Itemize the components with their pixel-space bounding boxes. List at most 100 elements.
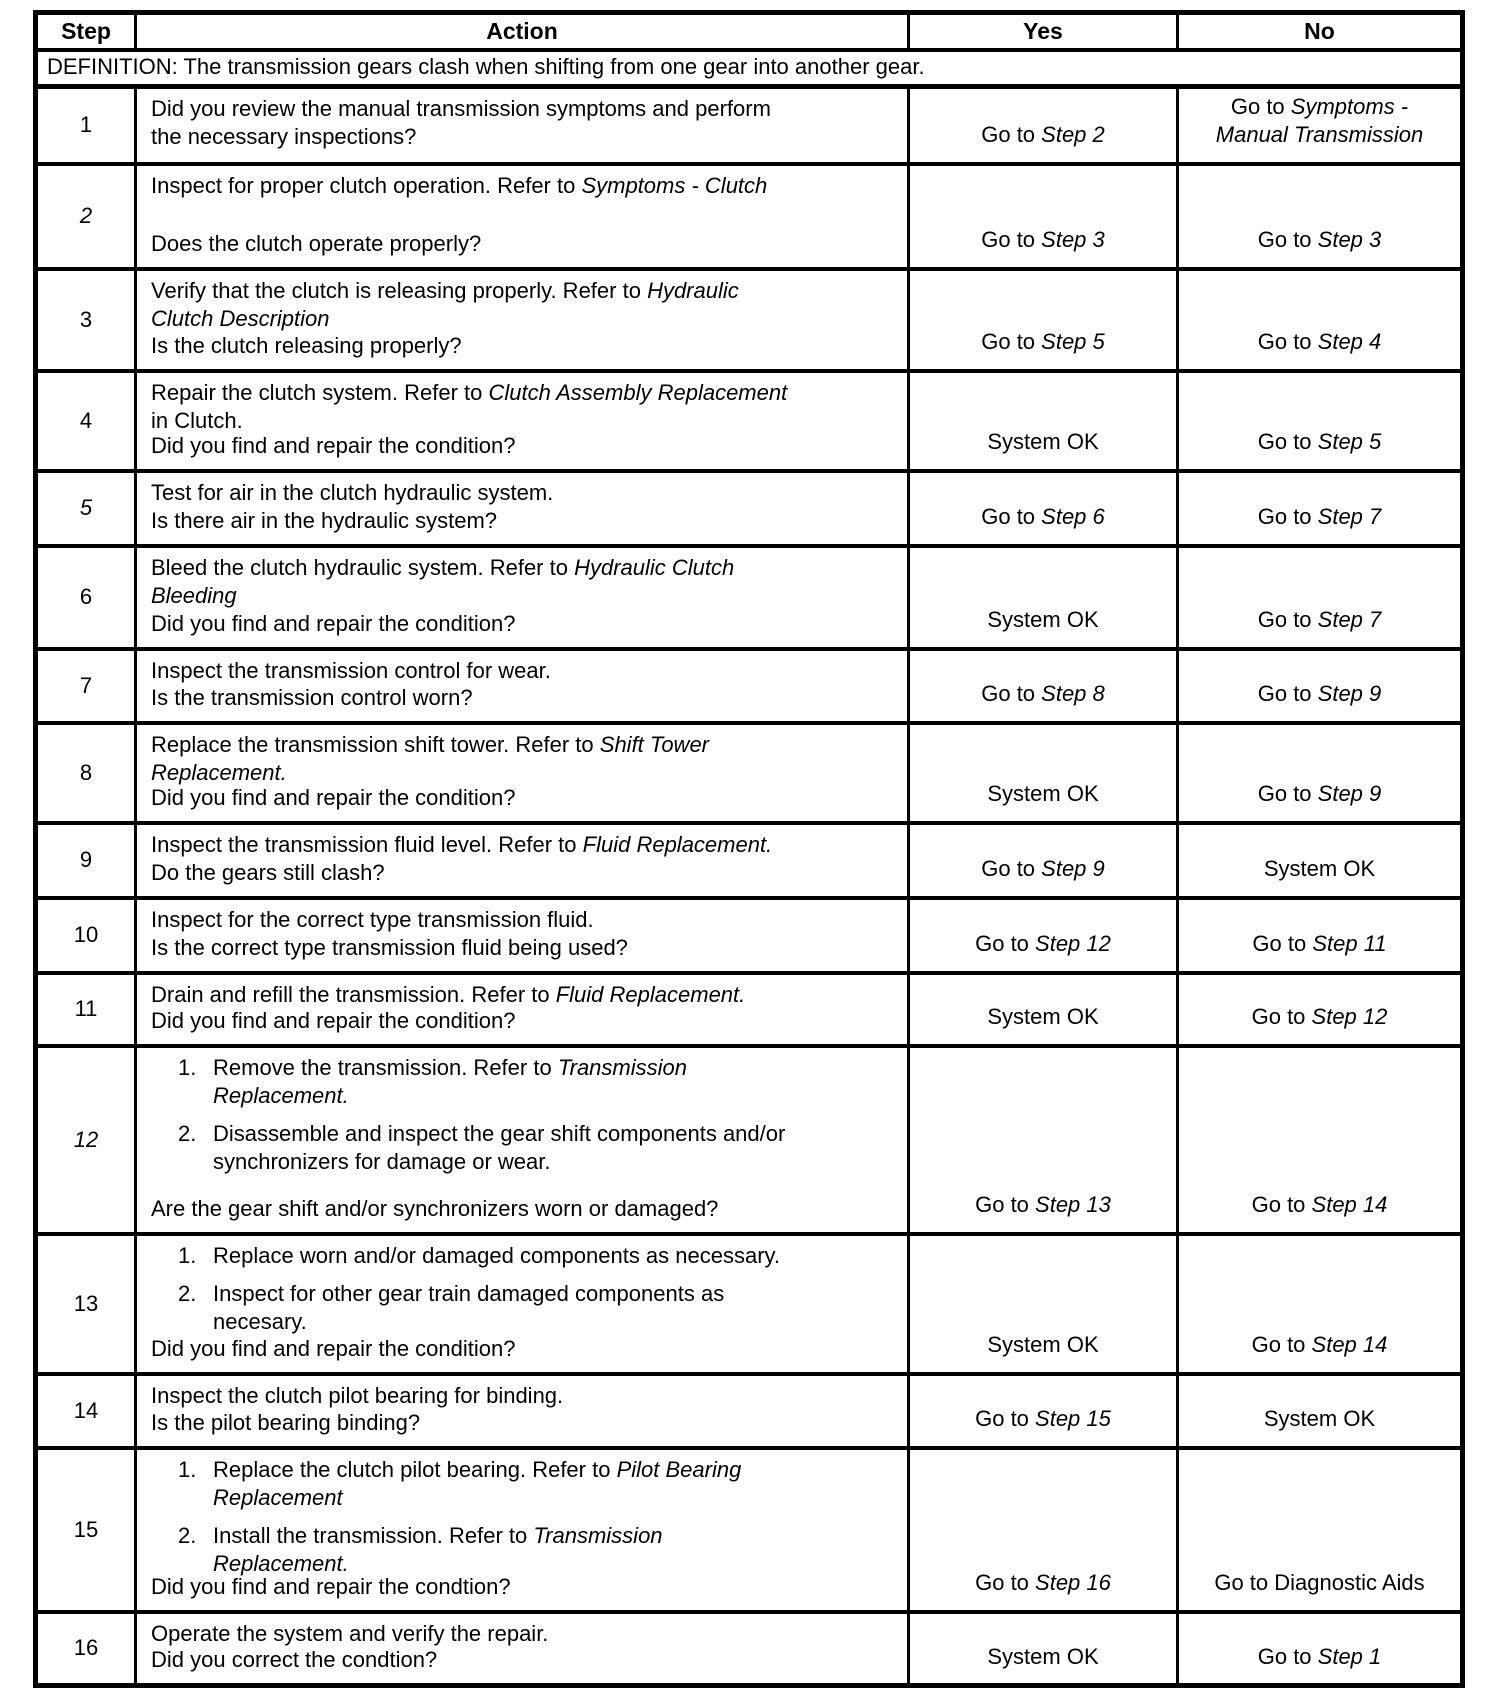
text: Verify that the clutch is releasing prop… [151, 277, 648, 303]
action-cell: Inspect the transmission control for wea… [134, 646, 910, 725]
text: synchronizers for damage or wear. [213, 1149, 551, 1175]
action-cell: Bleed the clutch hydraulic system. Refer… [134, 543, 910, 651]
action-question: Did you find and repair the condtion? [151, 1573, 897, 1601]
step-row: 13 1. Replace worn and/or damaged componen… [34, 1231, 1464, 1376]
action-list-item: 1. Replace the clutch pilot bearing. Refe… [151, 1456, 895, 1512]
text: Inspect the clutch pilot bearing for bin… [151, 1382, 564, 1408]
text: Does the clutch operate properly? [151, 230, 482, 256]
step-cell: 2 [34, 161, 137, 271]
italic-text: Pilot Bearing [616, 1456, 742, 1482]
step-cell: 3 [34, 266, 137, 373]
text: in Clutch. [151, 407, 243, 433]
italic-text: Replacement [213, 1484, 343, 1510]
step-row: 9 Inspect the transmission fluid level. R… [34, 820, 1464, 900]
action-question: Do the gears still clash? [151, 859, 897, 887]
action-question: Did you find and repair the condition? [151, 1007, 897, 1035]
step-row: 5 Test for air in the clutch hydraulic sy… [34, 468, 1464, 548]
header-row: Step Action Yes No [34, 10, 1464, 52]
text: Operate the system and verify the repair… [151, 1620, 549, 1646]
italic-text: Step 9 [1317, 781, 1382, 807]
text: Did you find and repair the condition? [151, 432, 516, 458]
action-list-item: 2. Disassemble and inspect the gear shift… [151, 1120, 895, 1176]
text: System OK [1263, 856, 1376, 882]
text: System OK [987, 1332, 1099, 1358]
no-cell: Go to Step 11 [1176, 895, 1464, 975]
italic-text: Step 13 [1035, 1192, 1111, 1218]
action-cell: Inspect for the correct type transmissio… [134, 895, 910, 975]
text: Is the clutch releasing properly? [151, 332, 462, 358]
text: Go to [981, 329, 1042, 355]
italic-text: Step 14 [1311, 1192, 1388, 1218]
italic-text: Step 9 [1041, 856, 1105, 882]
italic-text: Clutch Assembly Replacement [488, 379, 788, 405]
text: Go to [1257, 607, 1318, 633]
italic-text: Step 16 [1035, 1570, 1111, 1596]
text: Replace worn and/or damaged components a… [213, 1242, 781, 1268]
italic-text: Step 5 [1041, 329, 1105, 355]
step-row: 4 Repair the clutch system. Refer to Clut… [34, 368, 1464, 473]
text: Bleed the clutch hydraulic system. Refer… [151, 554, 575, 580]
italic-text: Step 7 [1317, 607, 1382, 633]
text: the necessary inspections? [151, 123, 417, 149]
italic-text: Step 4 [1317, 329, 1382, 355]
no-cell: Go to Step 3 [1176, 161, 1464, 271]
italic-text: Step 5 [1317, 429, 1382, 455]
no-cell: Go to Step 14 [1176, 1231, 1464, 1376]
italic-text: Step 15 [1035, 1406, 1111, 1432]
action-list-item: 2. Inspect for other gear train damaged c… [151, 1280, 895, 1336]
text: System OK [987, 781, 1099, 807]
no-cell: Go to Step 7 [1176, 543, 1464, 651]
step-cell: 15 [34, 1445, 137, 1614]
action-cell: Verify that the clutch is releasing prop… [134, 266, 910, 373]
list-number: 1. [178, 1456, 197, 1482]
action-question: Did you find and repair the condition? [151, 784, 897, 812]
action-question: Is there air in the hydraulic system? [151, 507, 897, 535]
yes-cell: Go to Step 13 [907, 1043, 1179, 1236]
step-cell: 10 [34, 895, 137, 975]
no-cell: System OK [1176, 1371, 1464, 1450]
text: Inspect for other gear train damaged com… [213, 1280, 725, 1306]
no-cell: Go to Step 9 [1176, 646, 1464, 725]
text: Go to [1251, 1332, 1312, 1358]
table-head: Step Action Yes No DEFINITION: The trans… [34, 10, 1464, 89]
text: System OK [1263, 1406, 1376, 1432]
text: Inspect the transmission control for wea… [151, 657, 551, 683]
action-text: Inspect for the correct type transmissio… [151, 906, 895, 934]
action-cell: Repair the clutch system. Refer to Clutc… [134, 368, 910, 473]
yes-cell: Go to Step 12 [907, 895, 1179, 975]
step-cell: 13 [34, 1231, 137, 1376]
list-text: Replace the clutch pilot bearing. Refer … [213, 1456, 895, 1512]
italic-text: Hydraulic Clutch [574, 554, 735, 580]
text: Go to [1257, 1643, 1318, 1669]
italic-text: Replacement. [213, 1551, 349, 1577]
action-text: Inspect for proper clutch operation. Ref… [151, 172, 895, 200]
no-cell: Go to Step 4 [1176, 266, 1464, 373]
italic-text: Bleeding [151, 582, 237, 608]
text: Is the transmission control worn? [151, 684, 473, 710]
action-text: Bleed the clutch hydraulic system. Refer… [151, 554, 895, 610]
italic-text: Step 8 [1041, 681, 1105, 707]
italic-text: Symptoms - [1290, 93, 1409, 119]
col-header-action: Action [134, 10, 910, 52]
step-cell: 12 [34, 1043, 137, 1236]
list-text: Inspect for other gear train damaged com… [213, 1280, 895, 1336]
action-question: Is the clutch releasing properly? [151, 332, 897, 360]
text: Go to [981, 856, 1042, 882]
action-text: Inspect the transmission control for wea… [151, 657, 895, 685]
text: Did you correct the condtion? [151, 1647, 438, 1673]
step-row: 2 Inspect for proper clutch operation. Re… [34, 161, 1464, 271]
action-question: Did you correct the condtion? [151, 1646, 897, 1674]
text: Did you find and repair the condtion? [151, 1573, 511, 1599]
step-cell: 1 [34, 84, 137, 166]
text: Go to [975, 1192, 1036, 1218]
text: Go to [975, 1570, 1036, 1596]
action-cell: Test for air in the clutch hydraulic sys… [134, 468, 910, 548]
yes-cell: Go to Step 6 [907, 468, 1179, 548]
action-question: Are the gear shift and/or synchronizers … [151, 1195, 897, 1223]
action-question: Is the transmission control worn? [151, 684, 897, 712]
text: Test for air in the clutch hydraulic sys… [151, 479, 554, 505]
diagnostic-table: Step Action Yes No DEFINITION: The trans… [33, 10, 1465, 1688]
step-cell: 16 [34, 1609, 137, 1688]
text: Go to [1257, 227, 1318, 253]
